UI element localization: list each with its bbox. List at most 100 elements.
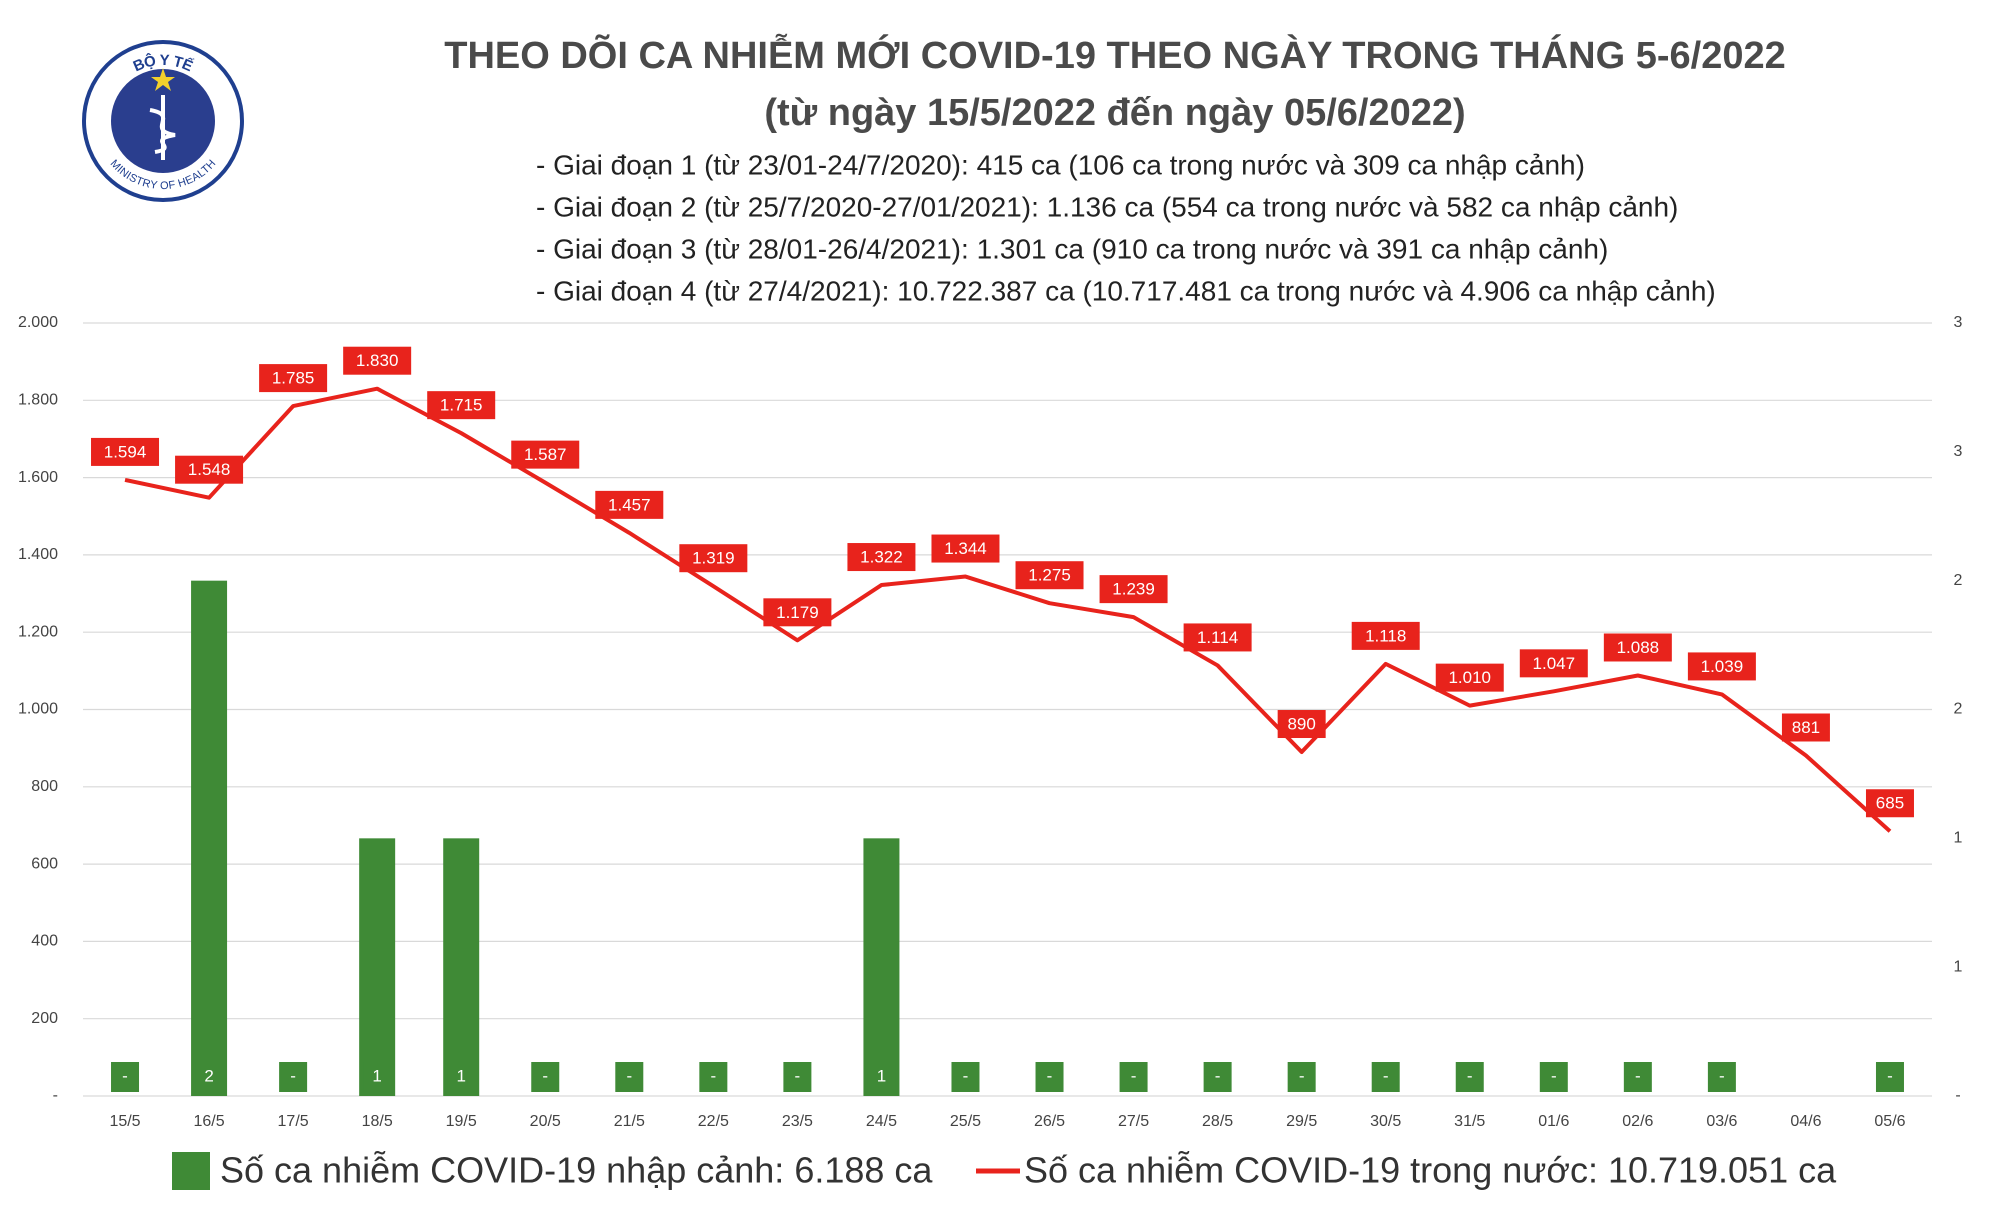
y-tick-label: 400	[31, 933, 58, 950]
line-label-box	[1277, 710, 1326, 739]
bar-label-box	[867, 1062, 896, 1092]
y-tick-label: 600	[31, 855, 58, 872]
bar-label: -	[626, 1066, 632, 1085]
bar-label: 1	[372, 1066, 381, 1085]
bar-label: 1	[456, 1066, 465, 1085]
y2-tick-label: 2	[1954, 572, 1963, 589]
bar-label-box	[615, 1062, 644, 1092]
line-label-box	[427, 391, 496, 420]
bar-label-box	[1035, 1062, 1064, 1092]
x-tick-label: 23/5	[782, 1113, 813, 1130]
bar-label: -	[1047, 1066, 1053, 1085]
x-tick-label: 16/5	[193, 1113, 224, 1130]
bar-label-box	[1623, 1062, 1652, 1092]
bar	[863, 838, 900, 1096]
bar-label-box	[1539, 1062, 1568, 1092]
line-label: 881	[1792, 718, 1820, 737]
y2-tick-label: 1	[1954, 958, 1963, 975]
bar	[443, 838, 480, 1096]
line-label-box	[91, 437, 160, 466]
x-tick-label: 18/5	[362, 1113, 393, 1130]
legend-swatch	[172, 1152, 210, 1190]
line-label: 1.587	[524, 445, 567, 464]
x-tick-label: 24/5	[866, 1113, 897, 1130]
line-label: 1.239	[1112, 580, 1155, 599]
note: - Giai đoạn 2 (từ 25/7/2020-27/01/2021):…	[536, 191, 1678, 222]
bar-label-box	[531, 1062, 560, 1092]
line-label: 1.457	[608, 495, 651, 514]
y-tick-label: 1.600	[18, 469, 58, 486]
bar-label-box	[1707, 1062, 1736, 1092]
bar-label: -	[1887, 1066, 1893, 1085]
y-tick-label: 1.000	[18, 701, 58, 718]
bar-label: -	[1719, 1066, 1725, 1085]
y-tick-label: 200	[31, 1010, 58, 1027]
line-label: 1.319	[692, 549, 735, 568]
x-tick-label: 21/5	[614, 1113, 645, 1130]
line-label: 1.114	[1197, 628, 1238, 647]
bar	[359, 838, 396, 1096]
bar-label: -	[1551, 1066, 1557, 1085]
line-label: 1.594	[104, 442, 147, 461]
line-label: 1.322	[860, 548, 903, 567]
x-tick-label: 17/5	[278, 1113, 309, 1130]
line-label-box	[931, 534, 1000, 563]
bar-label: -	[963, 1066, 969, 1085]
line-label-box	[847, 543, 916, 572]
bar-label: 1	[877, 1066, 886, 1085]
line-label-box	[259, 364, 328, 393]
line-label: 1.275	[1028, 566, 1071, 585]
bar-label-box	[111, 1062, 140, 1092]
bar-label-box	[1119, 1062, 1148, 1092]
line-label: 1.039	[1701, 657, 1744, 676]
bar-label: -	[290, 1066, 296, 1085]
line-label-box	[175, 455, 244, 484]
x-tick-label: 27/5	[1118, 1113, 1149, 1130]
bar-label-box	[1455, 1062, 1484, 1092]
line-label: 1.010	[1448, 668, 1491, 687]
y-tick-label: 800	[31, 778, 58, 795]
y-tick-label: 1.800	[18, 392, 58, 409]
bar-label: -	[795, 1066, 801, 1085]
legend-label: Số ca nhiễm COVID-19 trong nước: 10.719.…	[1024, 1150, 1837, 1191]
line-label: 1.344	[944, 539, 987, 558]
line-label: 1.715	[440, 396, 483, 415]
bar-label: 2	[204, 1066, 213, 1085]
x-tick-label: 31/5	[1454, 1113, 1485, 1130]
line-label: 890	[1287, 714, 1315, 733]
bar-label-box	[1875, 1062, 1904, 1092]
logo-star	[151, 68, 175, 91]
y2-tick-label: 2	[1954, 701, 1963, 718]
y2-tick-label: -	[1955, 1087, 1960, 1104]
line-label-box	[1519, 649, 1588, 678]
line-label: 1.830	[356, 351, 399, 370]
x-tick-label: 04/6	[1790, 1113, 1821, 1130]
line-label-box	[343, 346, 412, 375]
line-label-box	[763, 598, 832, 627]
bar-label-box	[699, 1062, 728, 1092]
line-label-box	[595, 490, 664, 519]
line-label-box	[1603, 633, 1672, 662]
x-tick-label: 05/6	[1874, 1113, 1905, 1130]
line-label: 1.179	[776, 603, 819, 622]
logo-symbol	[149, 95, 176, 160]
bar-label-box	[447, 1062, 476, 1092]
line-label-box	[1435, 663, 1504, 692]
y-tick-label: 2.000	[18, 314, 58, 331]
bar-label: -	[711, 1066, 717, 1085]
bar-label-box	[363, 1062, 392, 1092]
note: - Giai đoạn 1 (từ 23/01-24/7/2020): 415 …	[536, 149, 1585, 180]
line-label-box	[1687, 652, 1756, 681]
line-label: 1.118	[1365, 626, 1406, 645]
bar-label-box	[279, 1062, 308, 1092]
bar	[191, 580, 228, 1096]
x-tick-label: 02/6	[1622, 1113, 1653, 1130]
line-label: 685	[1876, 794, 1904, 813]
bar-label-box	[1371, 1062, 1400, 1092]
y-tick-label: 1.400	[18, 546, 58, 563]
bar-label: -	[122, 1066, 128, 1085]
bar-label-box	[195, 1062, 224, 1092]
line-label-box	[1351, 621, 1420, 650]
